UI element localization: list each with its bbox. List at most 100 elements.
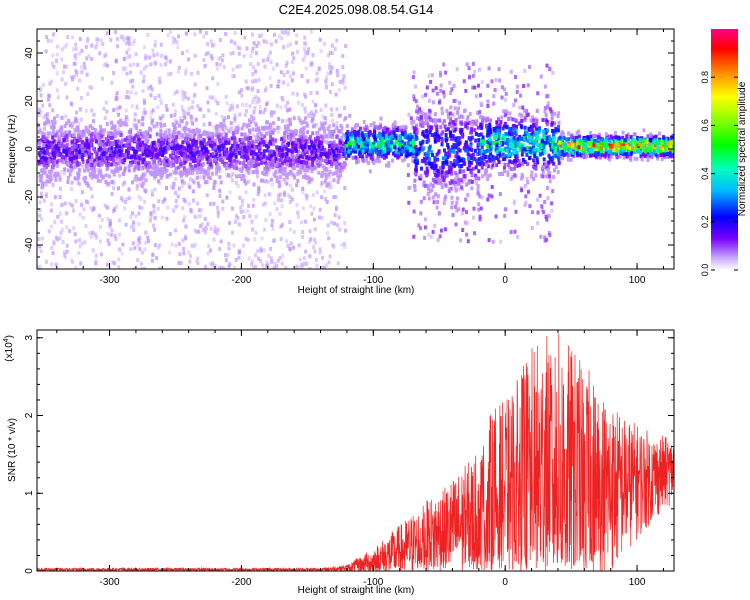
spectrogram-cell [461, 115, 465, 120]
spectrogram-cell [213, 138, 217, 143]
spectrogram-cell [459, 178, 463, 183]
spectrogram-cell [328, 124, 331, 129]
spectrogram-cell [234, 257, 238, 262]
spectrogram-cell [444, 128, 448, 132]
spectrogram-cell [240, 154, 244, 159]
spectrogram-cell [286, 70, 290, 75]
spectrogram-cell [187, 148, 190, 153]
spectrogram-cell [103, 203, 107, 208]
spectrogram-cell [60, 141, 64, 146]
spectrogram-cell [433, 155, 437, 160]
spectrogram-cell [449, 149, 453, 154]
spectrogram-cell [336, 73, 340, 78]
spectrogram-cell [288, 107, 292, 112]
spectrogram-cell [141, 172, 145, 177]
spectrogram-cell [85, 56, 89, 61]
spectrogram-cell [367, 135, 371, 140]
spectrogram-cell [515, 156, 519, 161]
spectrogram-cell [448, 180, 452, 185]
spectrogram-cell [42, 156, 46, 161]
spectrogram-cell [77, 144, 81, 148]
spectrogram-cell [450, 200, 454, 205]
spectrogram-cell [237, 222, 241, 227]
spectrogram-cell [381, 132, 385, 137]
spectrogram-cell [291, 173, 295, 177]
spectrogram-cell [405, 153, 409, 158]
spectrogram-cell [254, 95, 258, 99]
spectrogram-cell [182, 156, 186, 161]
spectrogram-cell [262, 142, 266, 147]
spectrogram-cell [320, 195, 324, 200]
spectrogram-cell [297, 214, 300, 219]
spectrogram-cell [314, 109, 318, 114]
spectrogram-cell [179, 152, 183, 156]
spectrogram-cell [86, 39, 89, 44]
spectrogram-cell [337, 215, 341, 220]
spectrogram-cell [139, 197, 143, 202]
spectrogram-cell [328, 148, 331, 153]
spectrogram-cell [341, 162, 345, 167]
spectrogram-cell [283, 135, 287, 140]
spectrogram-cell [384, 134, 388, 139]
spectrogram-cell [254, 123, 258, 128]
spectrogram-cell [152, 210, 156, 215]
spectrogram-cell [117, 131, 121, 136]
spectrogram-cell [547, 137, 551, 142]
spectrogram-cell [52, 130, 55, 135]
spectrogram-cell [158, 80, 162, 85]
spectrogram-cell [96, 162, 100, 167]
spectrogram-cell [115, 37, 119, 42]
spectrogram-cell [295, 129, 299, 134]
spectrogram-cell [281, 253, 285, 258]
spectrogram-cell [158, 169, 162, 174]
spectrogram-cell [106, 217, 110, 222]
spectrogram-cell [384, 154, 388, 159]
spectrogram-cell [511, 117, 515, 122]
spectrogram-cell [378, 131, 382, 136]
spectrogram-cell [380, 137, 384, 141]
spectrogram-cell [173, 130, 177, 135]
spectrogram-cell [41, 184, 45, 189]
spectrogram-cell [426, 150, 430, 155]
spectrogram-cell [534, 163, 538, 168]
spectrogram-cell [187, 154, 191, 159]
spectrogram-cell [492, 156, 496, 161]
spectrogram-cell [126, 147, 130, 152]
spectrogram-cell [221, 206, 225, 211]
spectrogram-cell [315, 257, 318, 262]
spectrogram-cell [483, 139, 487, 144]
spectrogram-cell [300, 121, 304, 125]
spectrogram-cell [202, 132, 205, 137]
spectrogram-cell [353, 146, 357, 151]
spectrogram-cell [310, 169, 314, 174]
spectrogram-cell [251, 140, 255, 145]
spectrogram-cell [337, 88, 341, 93]
spectrogram-cell [325, 183, 329, 188]
spectrogram-cell [544, 118, 548, 123]
spectrogram-cell [557, 120, 561, 125]
spectrogram-cell [392, 123, 395, 128]
spectrogram-cell [143, 172, 147, 177]
spectrogram-cell [208, 202, 212, 206]
spectrogram-cell [118, 105, 122, 110]
spectrogram-cell [301, 190, 305, 195]
spectrogram-cell [354, 155, 358, 160]
spectrogram-cell [167, 138, 171, 143]
spectrogram-cell [196, 256, 200, 261]
spectrogram-cell [251, 155, 255, 160]
spectrogram-cell [291, 91, 295, 96]
spectrogram-cell [551, 156, 555, 160]
spectrogram-cell [136, 161, 140, 166]
spectrogram-cell [94, 253, 98, 258]
spectrogram-cell [291, 158, 295, 163]
spectrogram-cell [143, 164, 147, 169]
spectrogram-cell [58, 143, 62, 148]
spectrogram-cell [105, 166, 109, 171]
spectrogram-cell [189, 156, 193, 161]
spectrogram-cell [292, 230, 296, 235]
spectrogram-cell [543, 136, 546, 141]
spectrogram-cell [446, 145, 450, 150]
spectrogram-cell [207, 166, 211, 171]
spectrogram-cell [554, 153, 558, 158]
spectrogram-cell [81, 157, 85, 162]
